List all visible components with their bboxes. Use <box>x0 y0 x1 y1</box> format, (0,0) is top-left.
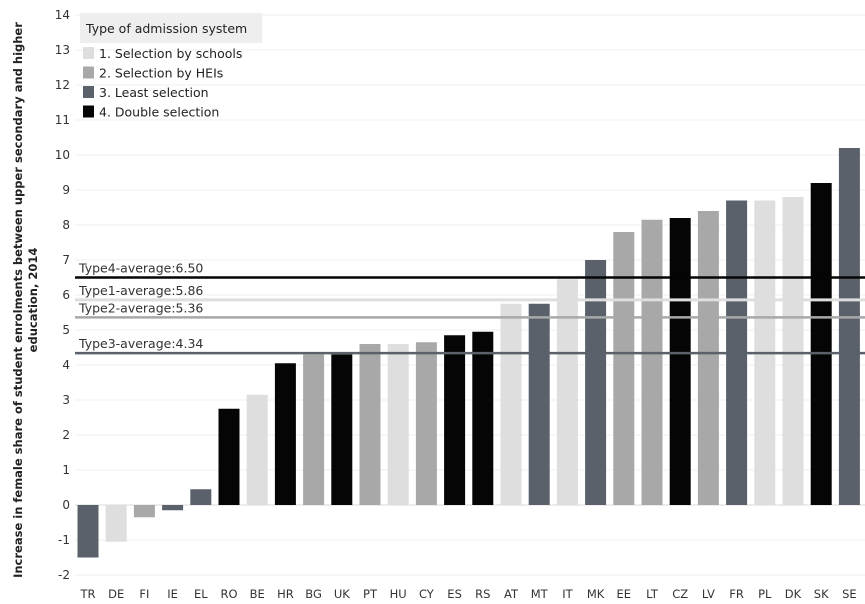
legend-title-bg <box>80 13 262 43</box>
x-tick-label: IE <box>167 587 178 601</box>
legend-swatch-type2 <box>83 66 94 79</box>
bar-fi <box>133 505 155 518</box>
x-tick-label: LT <box>646 587 659 601</box>
bar-es <box>444 335 466 505</box>
y-tick-label: 5 <box>62 323 70 337</box>
x-tick-label: IT <box>562 587 573 601</box>
x-tick-label: EE <box>617 587 632 601</box>
y-tick-label: 11 <box>55 113 70 127</box>
x-tick-label: HR <box>277 587 294 601</box>
x-tick-label: BE <box>250 587 265 601</box>
x-tick-label: PL <box>758 587 772 601</box>
y-tick-label: 2 <box>62 428 70 442</box>
legend-label-type3: 3. Least selection <box>99 85 209 100</box>
y-tick-label: 12 <box>55 78 70 92</box>
y-tick-label: 7 <box>62 253 70 267</box>
legend-label-type4: 4. Double selection <box>99 105 219 120</box>
y-tick-label: 13 <box>55 43 70 57</box>
x-tick-label: HU <box>390 587 407 601</box>
bar-at <box>500 303 522 505</box>
average-label-type2: Type2-average:5.36 <box>78 300 203 315</box>
average-lines: Type4-average:6.50 Type1-average:5.86 Type… <box>75 261 865 355</box>
legend-swatch-type4 <box>83 105 94 118</box>
legend-swatch-type1 <box>83 47 94 59</box>
gridlines <box>75 14 865 576</box>
x-tick-label: CY <box>419 587 435 601</box>
bar-lt <box>641 219 663 505</box>
legend: Type of admission system 1. Selection by … <box>80 13 262 120</box>
y-tick-label: 14 <box>55 8 70 22</box>
y-tick-label: 10 <box>55 148 70 162</box>
bar-mt <box>528 303 550 505</box>
y-tick-label: 6 <box>62 288 70 302</box>
x-tick-label: PT <box>363 587 378 601</box>
bar-ro <box>218 408 240 505</box>
bar-dk <box>782 197 804 505</box>
x-tick-label: FI <box>139 587 149 601</box>
y-tick-label: 3 <box>62 393 70 407</box>
bar-mk <box>585 260 607 505</box>
bar-uk <box>331 354 353 505</box>
x-tick-label: RS <box>475 587 490 601</box>
bar-lv <box>697 211 719 505</box>
x-tick-label: LV <box>702 587 715 601</box>
x-tick-label: ES <box>447 587 462 601</box>
x-tick-label: BG <box>305 587 322 601</box>
legend-swatch-type3 <box>83 86 94 98</box>
bar-be <box>246 394 268 505</box>
x-tick-label: CZ <box>672 587 688 601</box>
x-tick-label: MK <box>587 587 605 601</box>
legend-title: Type of admission system <box>85 21 247 36</box>
average-label-type1: Type1-average:5.86 <box>78 283 203 298</box>
x-tick-label: SK <box>814 587 829 601</box>
y-axis-label: Increase in female share of student enro… <box>11 22 40 578</box>
bar-se <box>838 148 860 505</box>
y-tick-label: 4 <box>62 358 70 372</box>
bar-ee <box>613 232 635 505</box>
bars <box>77 148 860 558</box>
bar-hr <box>274 363 296 505</box>
bar-de <box>105 505 127 542</box>
bar-it <box>556 279 578 505</box>
x-tick-label: TR <box>79 587 95 601</box>
y-axis-label-line: education, 2014 <box>26 248 40 353</box>
x-tick-label: SE <box>842 587 857 601</box>
x-tick-label: FR <box>729 587 744 601</box>
legend-label-type2: 2. Selection by HEIs <box>99 66 223 81</box>
bar-cy <box>415 342 437 505</box>
x-tick-label: DK <box>785 587 802 601</box>
x-tick-label: DE <box>108 587 124 601</box>
bar-hu <box>387 344 409 505</box>
y-tick-label: 0 <box>62 498 70 512</box>
x-tick-label: AT <box>504 587 519 601</box>
bar-cz <box>669 218 691 505</box>
y-tick-label: -1 <box>58 533 70 547</box>
y-tick-label: 8 <box>62 218 70 232</box>
x-tick-label: EL <box>194 587 208 601</box>
average-label-type4: Type4-average:6.50 <box>78 261 203 276</box>
y-tick-label: -2 <box>58 568 70 582</box>
y-tick-label: 1 <box>62 463 70 477</box>
y-tick-label: 9 <box>62 183 70 197</box>
bar-sk <box>810 183 832 505</box>
legend-label-type1: 1. Selection by schools <box>99 46 242 61</box>
bar-el <box>190 489 212 505</box>
average-label-type3: Type3-average:4.34 <box>78 336 203 351</box>
bar-tr <box>77 505 99 558</box>
bar-rs <box>472 331 494 505</box>
bar-pt <box>359 344 381 505</box>
bar-ie <box>162 505 184 511</box>
x-tick-label: RO <box>220 587 237 601</box>
bar-bg <box>303 354 325 505</box>
x-tick-label: MT <box>531 587 549 601</box>
x-tick-label: UK <box>334 587 350 601</box>
y-axis-label-line: Increase in female share of student enro… <box>11 22 25 578</box>
x-tick-labels: TR DE FI IE EL RO BE HR BG UK PT HU CY ES RS AT MT IT MK EE… <box>79 587 857 601</box>
